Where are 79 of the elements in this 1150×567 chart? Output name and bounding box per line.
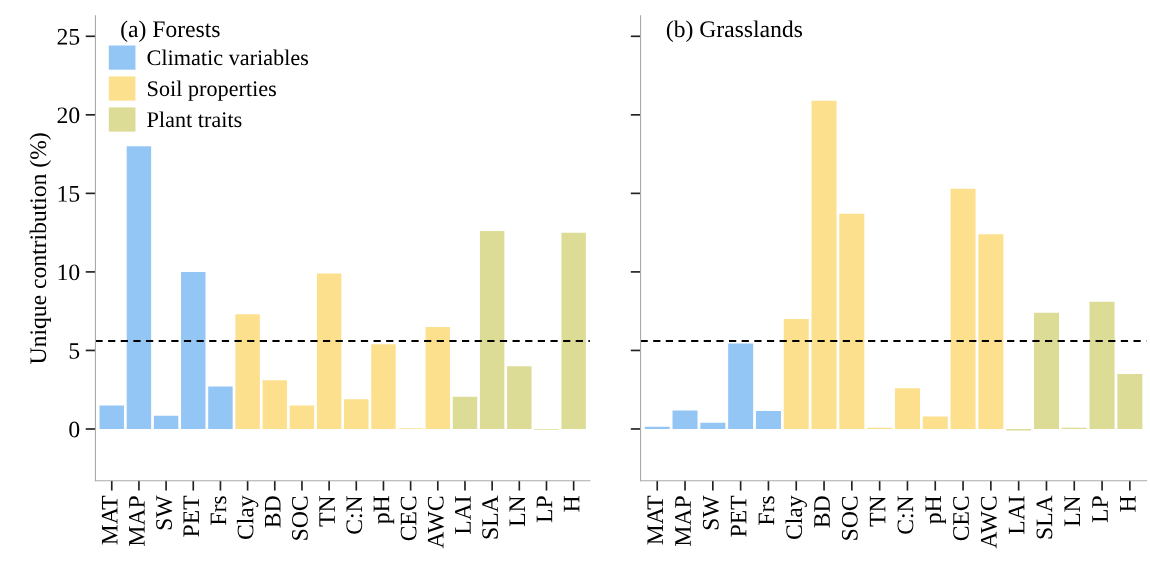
bar bbox=[262, 380, 287, 429]
x-tick-label: C:N bbox=[897, 495, 914, 534]
x-tick-label: PET bbox=[183, 495, 199, 537]
bar bbox=[922, 416, 948, 429]
x-tick-label: SW bbox=[702, 495, 719, 530]
x-tick-label: pH bbox=[373, 496, 395, 524]
bar bbox=[783, 319, 809, 429]
bar bbox=[561, 232, 586, 429]
bar bbox=[181, 271, 206, 429]
bar bbox=[1033, 312, 1059, 429]
x-tick-label: LN bbox=[509, 495, 525, 527]
x-tick-label: SOC bbox=[291, 496, 308, 540]
bar bbox=[344, 399, 369, 429]
bar bbox=[126, 146, 152, 429]
x-tick-label: LAI bbox=[455, 496, 471, 535]
x-tick-label: MAT bbox=[647, 495, 663, 545]
x-tick-label: CEC bbox=[953, 496, 969, 541]
x-tick-label: C:N bbox=[346, 495, 363, 534]
y-axis-title: Unique contribution (%) bbox=[29, 133, 52, 364]
x-tick-label: LP bbox=[536, 496, 553, 523]
y-tick-label: 5 bbox=[69, 343, 80, 359]
x-tick-label: Clay bbox=[785, 495, 807, 540]
x-tick-label: MAP bbox=[129, 496, 145, 546]
x-tick-label: LAI bbox=[1008, 496, 1025, 535]
x-tick-label: Frs bbox=[210, 496, 227, 525]
bar bbox=[1089, 301, 1115, 429]
x-tick-label: H bbox=[563, 496, 580, 512]
x-tick-label: SW bbox=[156, 495, 173, 530]
legend-label: Plant traits bbox=[147, 111, 242, 128]
bar bbox=[978, 234, 1004, 429]
y-tick-label: 15 bbox=[58, 185, 80, 202]
x-tick-label: Clay bbox=[236, 495, 259, 540]
bar bbox=[316, 273, 342, 429]
x-tick-label: pH bbox=[925, 496, 946, 524]
bar bbox=[235, 314, 260, 429]
y-tick-label: 0 bbox=[69, 421, 80, 438]
bar bbox=[479, 231, 505, 429]
bar bbox=[1117, 374, 1143, 429]
legend-label: Soil properties bbox=[148, 80, 276, 101]
x-tick-label: BD bbox=[264, 496, 281, 528]
y-tick-label: 25 bbox=[57, 28, 80, 45]
bar bbox=[950, 188, 976, 429]
x-tick-label: CEC bbox=[400, 496, 417, 541]
bar bbox=[728, 343, 754, 429]
chart-title: (b) Grasslands bbox=[666, 20, 803, 42]
x-tick-label: LP bbox=[1092, 496, 1108, 523]
bar bbox=[672, 410, 698, 429]
bar bbox=[811, 100, 837, 429]
bar bbox=[700, 422, 726, 429]
x-tick-label: MAP bbox=[675, 496, 691, 546]
bar bbox=[894, 388, 920, 429]
x-tick-label: TN bbox=[869, 495, 886, 527]
bar bbox=[452, 396, 478, 429]
x-tick-label: AWC bbox=[980, 496, 997, 549]
x-tick-label: AWC bbox=[427, 496, 444, 549]
bar bbox=[371, 344, 396, 429]
bar bbox=[208, 386, 233, 429]
x-tick-label: Frs bbox=[758, 496, 775, 525]
x-tick-label: SLA bbox=[482, 495, 499, 539]
x-tick-label: MAT bbox=[101, 495, 118, 545]
bar bbox=[839, 213, 865, 429]
bar bbox=[507, 366, 532, 429]
x-tick-label: PET bbox=[730, 495, 747, 537]
bar bbox=[153, 415, 179, 429]
x-tick-label: SOC bbox=[841, 496, 858, 540]
x-tick-label: BD bbox=[814, 496, 830, 528]
x-tick-label: SLA bbox=[1036, 495, 1053, 539]
bar bbox=[99, 405, 124, 429]
bar bbox=[644, 426, 670, 429]
x-tick-label: H bbox=[1120, 496, 1136, 512]
bar bbox=[425, 326, 451, 429]
y-tick-label: 20 bbox=[57, 107, 80, 124]
y-tick-label: 10 bbox=[58, 264, 80, 281]
bar bbox=[289, 405, 315, 429]
chart-title: (a) Forests bbox=[121, 20, 220, 42]
x-tick-label: TN bbox=[319, 495, 335, 527]
x-tick-label: LN bbox=[1064, 495, 1080, 527]
legend-label: Climatic variables bbox=[147, 49, 309, 66]
bar bbox=[755, 410, 781, 429]
